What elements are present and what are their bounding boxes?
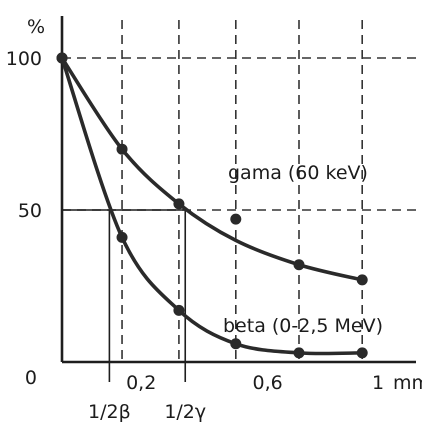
y-tick-label-50: 50	[18, 200, 42, 222]
labels: % 0 50 100 0,2 0,6 1 mm 1/2β 1/2γ gama (60 keV) bet…	[6, 16, 422, 423]
x-unit-label: mm	[393, 372, 422, 394]
axes	[60, 16, 416, 382]
grid-lines	[62, 20, 416, 362]
gama-point-4	[230, 213, 242, 225]
x-tick-label-1: 1	[372, 372, 384, 394]
data-series	[56, 52, 368, 359]
gama-point-3	[173, 198, 185, 210]
y-tick-label-100: 100	[6, 48, 42, 70]
beta-point-6	[356, 347, 368, 359]
series-label-gama: gama (60 keV)	[228, 162, 368, 184]
gama-point-2	[116, 143, 128, 155]
beta-point-1	[56, 52, 68, 64]
y-tick-label-0: 0	[25, 367, 37, 389]
gama-point-6	[356, 274, 368, 286]
beta-point-5	[293, 347, 305, 359]
gama-point-5	[293, 259, 305, 271]
beta-point-2	[116, 231, 128, 243]
half-value-label-1: 1/2β	[88, 401, 131, 423]
y-unit-label: %	[27, 16, 45, 38]
beta-point-3	[173, 304, 185, 316]
x-tick-label-0,6: 0,6	[252, 372, 282, 394]
beta-curve	[60, 56, 364, 356]
x-tick-label-0,2: 0,2	[126, 372, 156, 394]
half-value-label-2: 1/2γ	[164, 401, 206, 423]
beta-point-4	[230, 338, 242, 350]
series-label-beta: beta (0-2,5 MeV)	[223, 315, 383, 337]
